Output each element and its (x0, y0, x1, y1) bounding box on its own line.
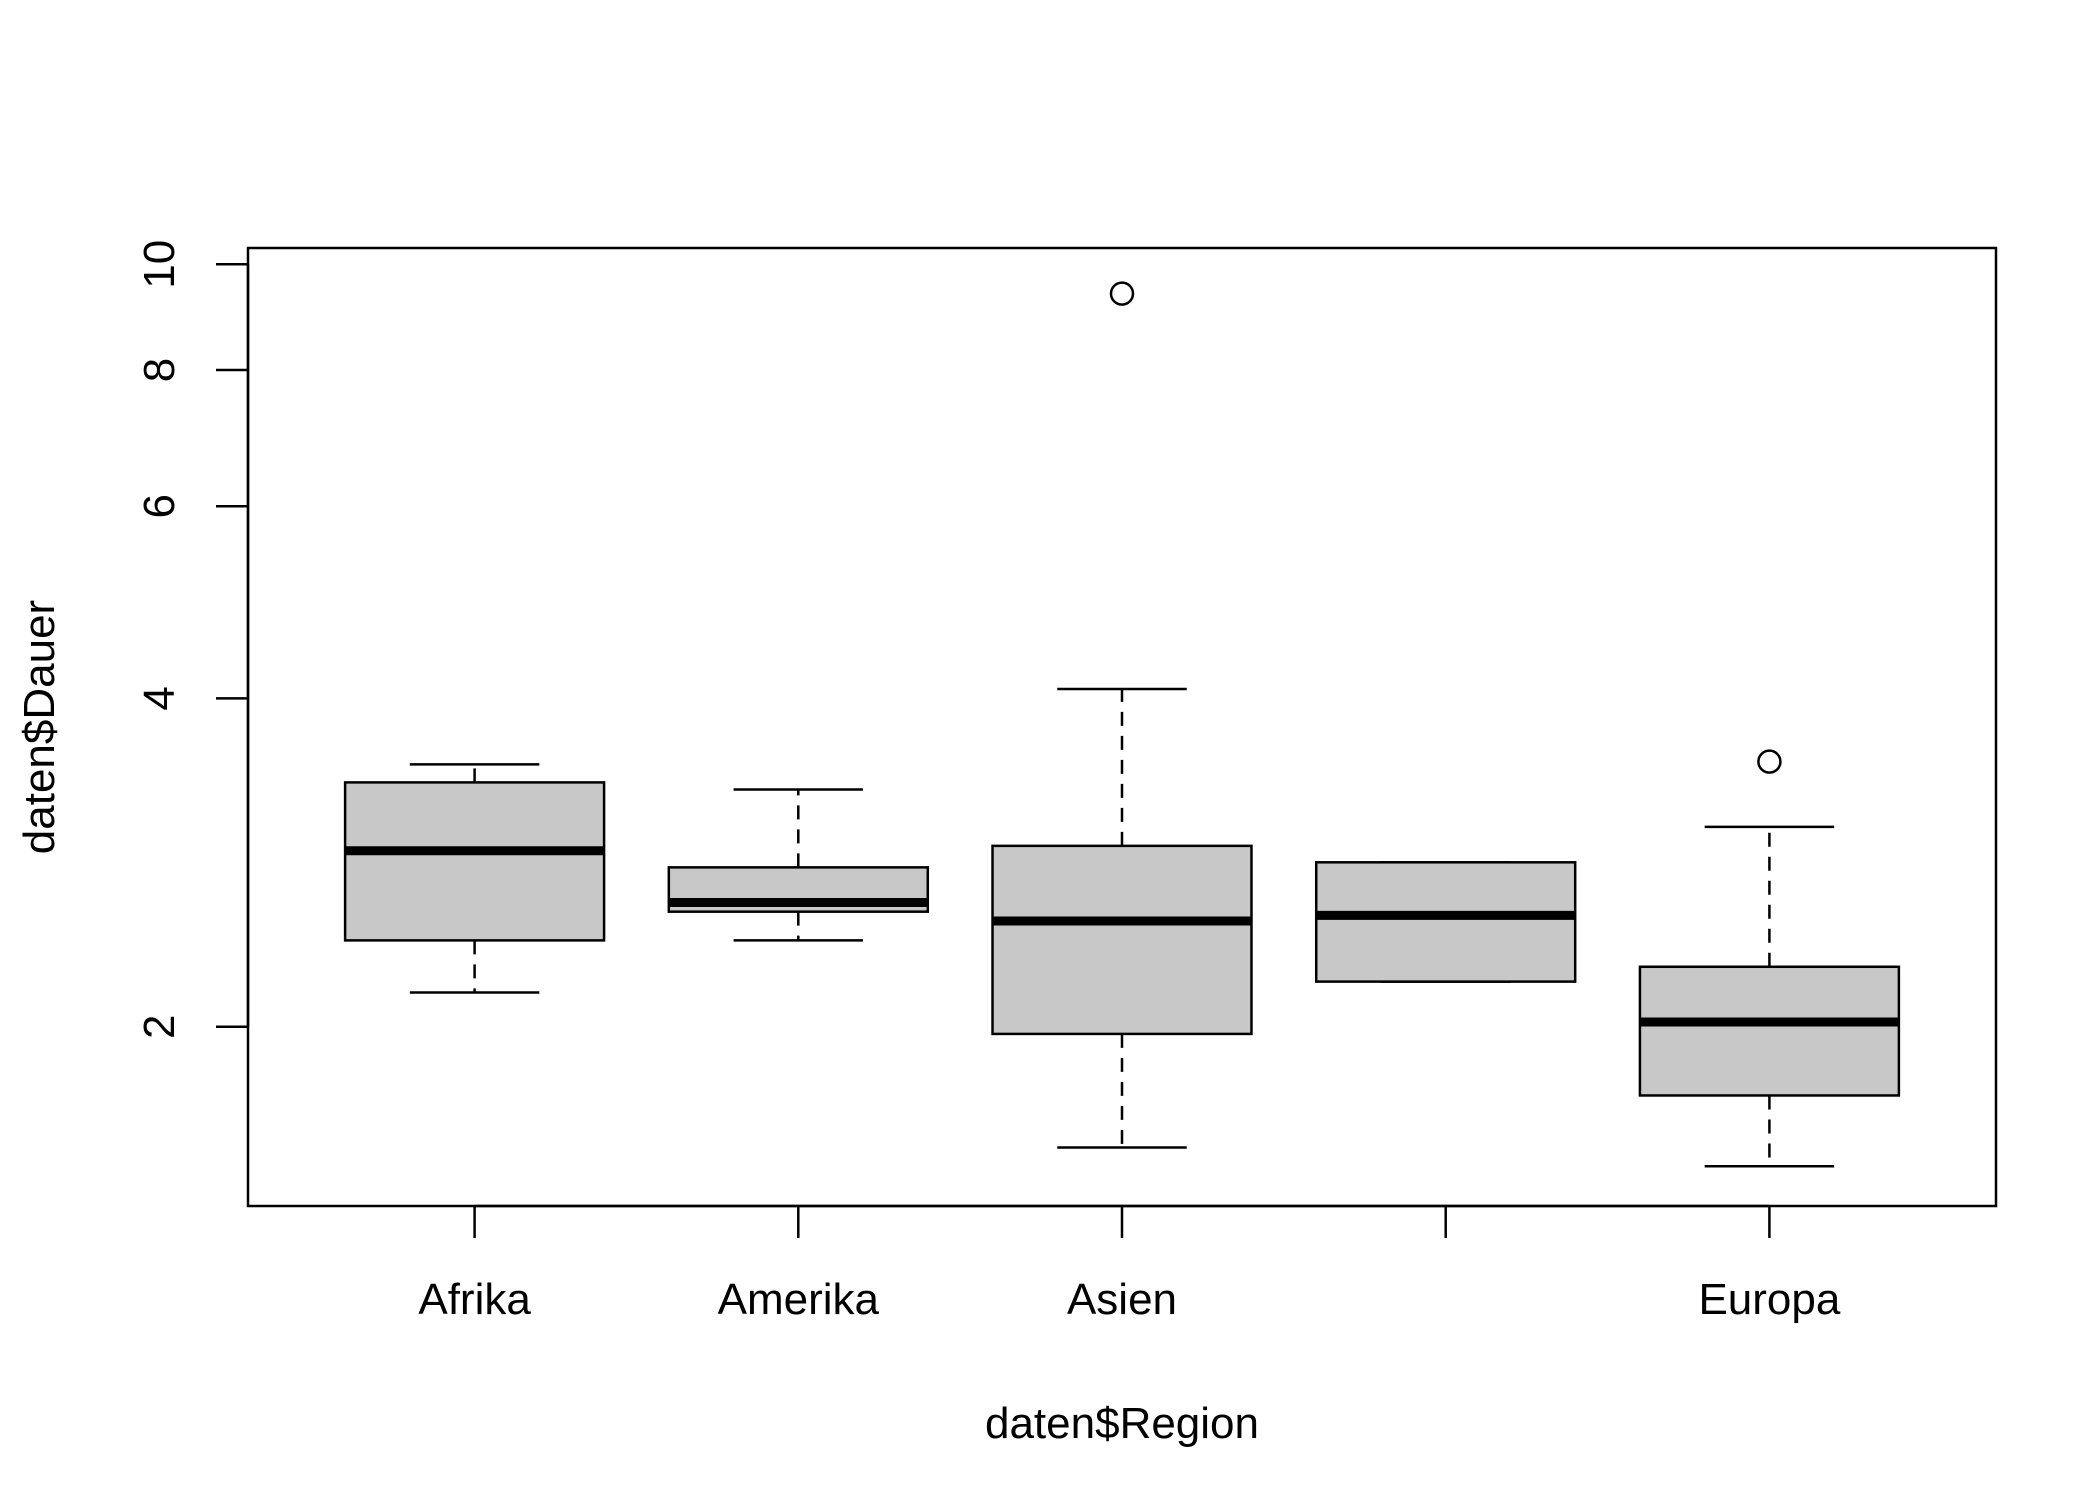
x-tick-label: Amerika (718, 1275, 880, 1324)
iqr-box (1316, 862, 1575, 981)
box-unlabeled (1316, 862, 1575, 981)
y-tick-label: 4 (135, 686, 184, 710)
x-tick-label: Asien (1067, 1275, 1177, 1324)
x-tick-label: Afrika (418, 1275, 531, 1324)
box-group (345, 283, 1899, 1167)
y-axis-title: daten$Dauer (15, 600, 64, 854)
x-axis: Afrika Amerika Asien Europa (418, 1206, 1841, 1324)
y-axis: 2 4 6 8 10 (135, 240, 248, 1039)
y-tick-label: 10 (135, 240, 184, 289)
x-axis-title: daten$Region (985, 1399, 1259, 1448)
box-europa (1640, 751, 1899, 1167)
y-tick-label: 8 (135, 358, 184, 382)
x-tick-label: Europa (1698, 1275, 1840, 1324)
y-tick-label: 6 (135, 494, 184, 518)
iqr-box (993, 846, 1252, 1034)
box-asien (993, 283, 1252, 1148)
box-afrika (345, 764, 604, 992)
outlier-point (1111, 283, 1133, 305)
box-amerika (669, 790, 928, 941)
iqr-box (345, 782, 604, 940)
iqr-box (1640, 967, 1899, 1096)
y-tick-label: 2 (135, 1015, 184, 1039)
outlier-point (1758, 751, 1780, 773)
